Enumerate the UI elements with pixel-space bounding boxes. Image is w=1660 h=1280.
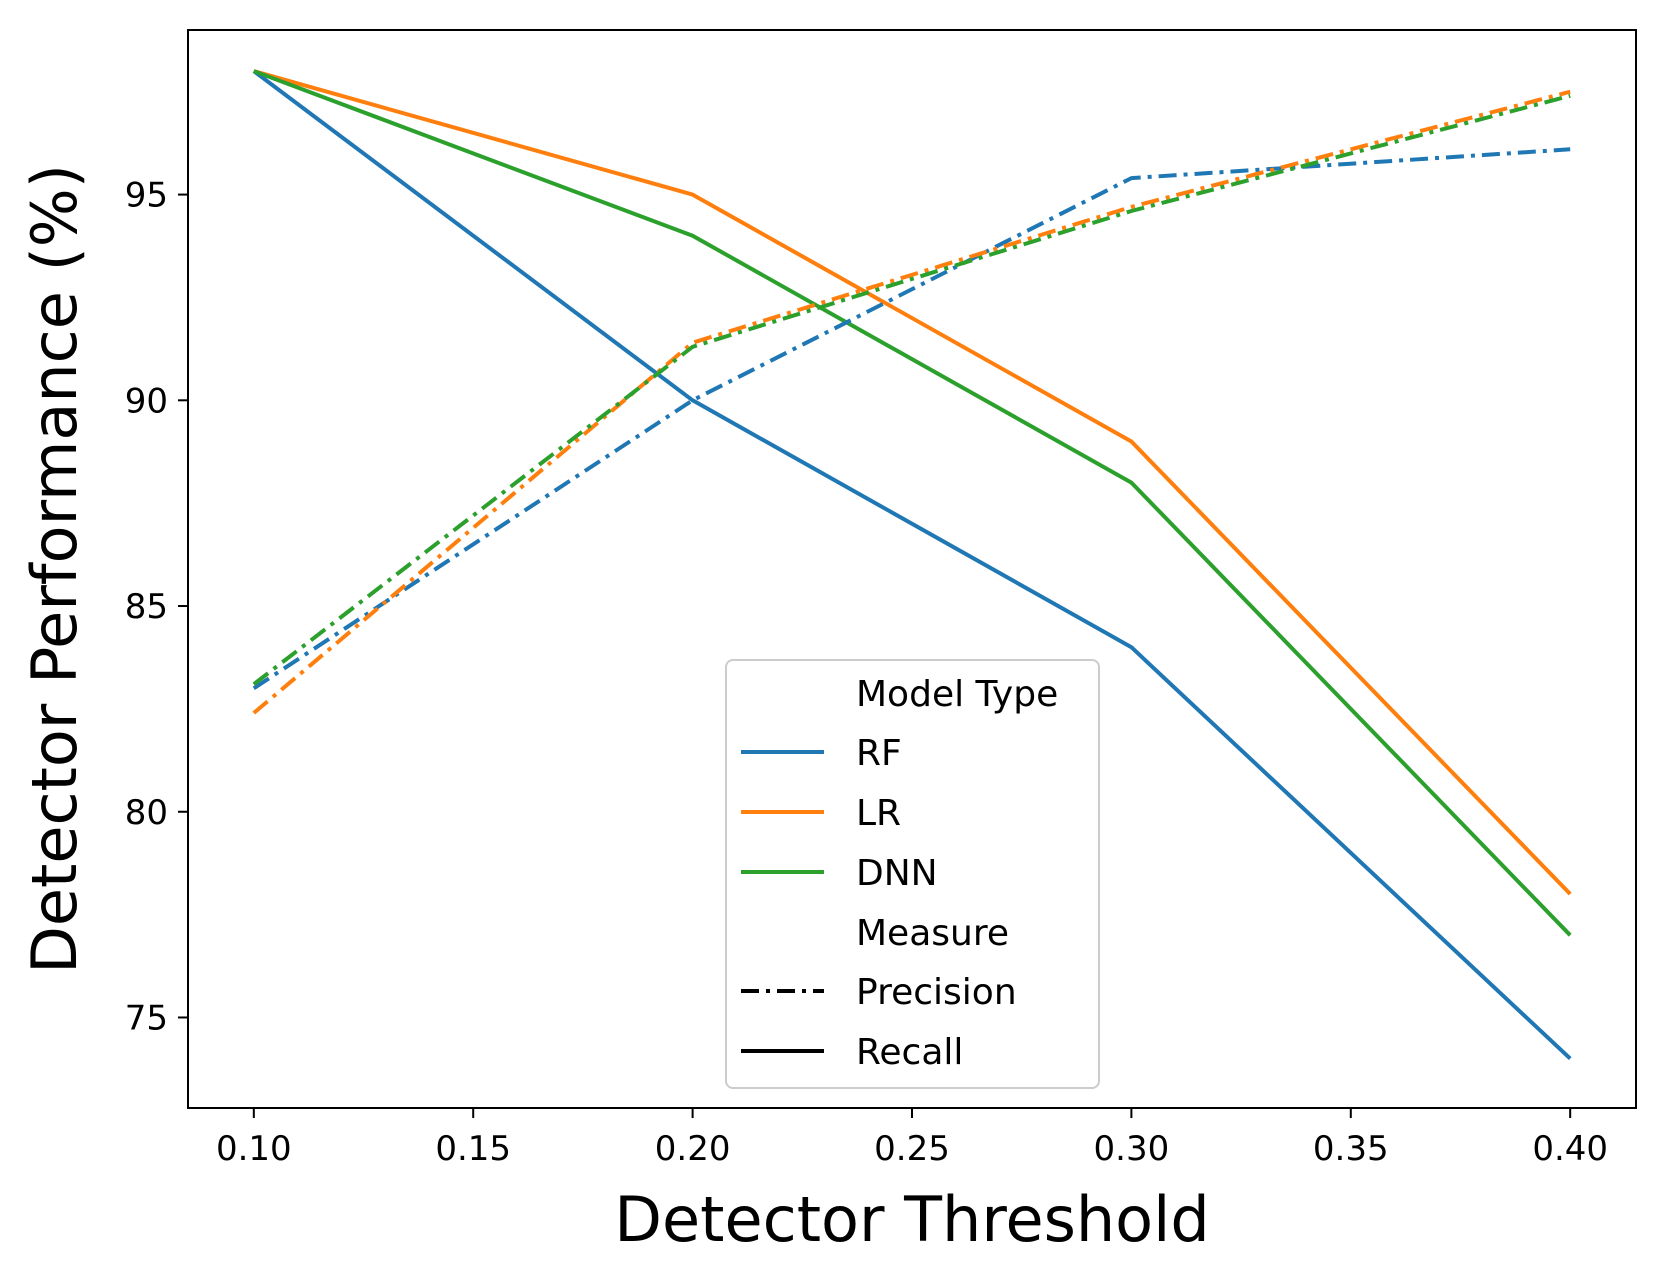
x-tick-label: 0.40 (1532, 1129, 1608, 1169)
x-tick-label: 0.10 (216, 1129, 292, 1169)
series-line-rf-recall (252, 69, 1572, 1061)
y-tick-label: 75 (125, 998, 168, 1038)
legend-title-measure: Measure (856, 913, 1009, 954)
x-tick-label: 0.20 (655, 1129, 731, 1169)
ticks-layer: 0.10 0.15 0.20 0.25 0.30 0.35 0.40 75 80 85 90 95 (125, 176, 1608, 1169)
series-layer (252, 69, 1572, 1061)
x-tick-label: 0.30 (1094, 1129, 1170, 1169)
y-tick-label: 80 (125, 793, 168, 833)
legend-label-dnn: DNN (856, 853, 938, 894)
series-line-lr-recall (253, 69, 1572, 896)
x-tick-label: 0.15 (435, 1129, 511, 1169)
y-axis-label: Detector Performance (%) (18, 164, 91, 974)
y-tick-label: 95 (125, 176, 168, 216)
x-axis-label: Detector Threshold (614, 1183, 1209, 1256)
legend-label-lr: LR (856, 793, 901, 834)
series-line-lr-precision (252, 89, 1571, 715)
y-tick-label: 85 (125, 587, 168, 627)
legend: Model Type RF LR DNN Measure Precision R… (725, 659, 1100, 1089)
legend-title-model-type: Model Type (856, 674, 1058, 715)
series-line-dnn-recall (253, 69, 1572, 937)
legend-box (725, 659, 1100, 1089)
legend-label-recall: Recall (856, 1032, 963, 1073)
y-tick-label: 90 (125, 381, 168, 421)
x-tick-label: 0.35 (1313, 1129, 1389, 1169)
legend-label-rf: RF (856, 733, 902, 774)
x-tick-label: 0.25 (874, 1129, 950, 1169)
legend-label-precision: Precision (856, 972, 1017, 1013)
series-line-rf-precision (252, 147, 1571, 690)
series-line-dnn-precision (252, 93, 1571, 686)
